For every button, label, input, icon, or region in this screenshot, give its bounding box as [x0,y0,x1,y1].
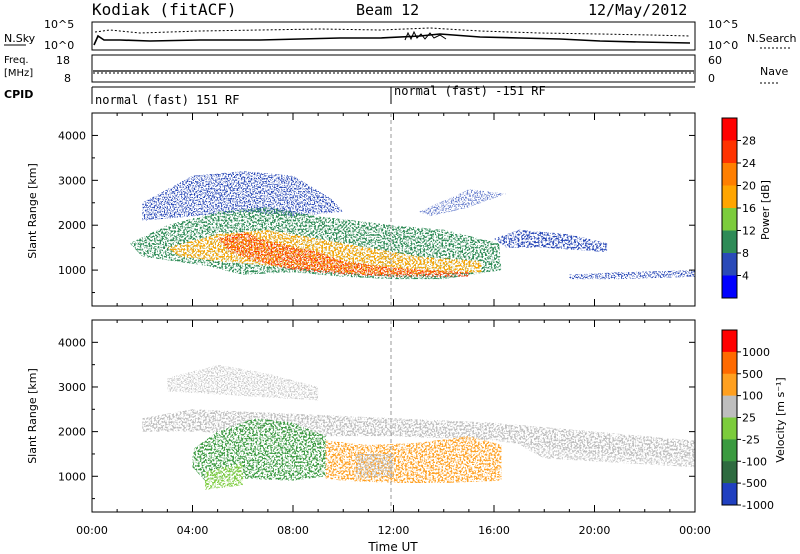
power-colorbar-label: Power [dB] [759,180,772,240]
colorbar-tick-label: 20 [742,180,756,193]
colorbar-tick-label: -100 [742,455,767,468]
colorbar-tick-label: 12 [742,225,756,238]
velocity-x-axis: 00:00 04:00 08:00 12:00 16:00 20:00 00:00 [76,320,711,537]
x-tick-label: 00:00 [679,524,711,537]
y-tick-label: 2000 [58,219,86,232]
colorbar-segment [722,461,737,484]
y-tick-label: 3000 [58,381,86,394]
echo-region [167,364,319,401]
echo-region [205,462,243,490]
nsearch-label: N.Search [747,32,797,45]
velocity-panel: 1000 2000 3000 4000 00:00 04:00 08:00 12:00 16:… [26,319,711,554]
velocity-colorbar: 1000 500 100 25 -25 -100 -500 -1000 [721,329,774,512]
x-tick-label: 08:00 [277,524,309,537]
cpid-strip: CPID normal (fast) 151 RF normal (fast) … [4,84,695,107]
y-tick-label: 3000 [58,174,86,187]
velocity-data [142,364,696,490]
nsky-tick-top: 10^5 [44,18,74,31]
colorbar-segment [722,483,737,506]
y-tick-label: 4000 [58,129,86,142]
colorbar-tick-label: 4 [742,270,749,283]
y-tick-label: 1000 [58,264,86,277]
colorbar-tick-label: 8 [742,247,749,260]
nsearch-tick-top: 10^5 [708,18,738,31]
colorbar-segment [722,330,737,353]
echo-region [325,436,502,483]
power-colorbar: 28 24 20 16 12 8 4 [721,117,756,299]
y-tick-label: 1000 [58,470,86,483]
nave-tick-bottom: 0 [708,72,715,85]
y-tick-label: 4000 [58,336,86,349]
velocity-y-axis: 1000 2000 3000 4000 [58,319,695,500]
cpid-label: CPID [4,88,33,101]
colorbar-segment [722,253,737,276]
echo-region [355,454,394,479]
power-y-label: Slant Range [km] [26,163,39,259]
freq-tick-bottom: 8 [64,72,71,85]
echo-region [418,189,507,217]
x-tick-label: 20:00 [579,524,611,537]
colorbar-segment [722,275,737,299]
echo-region [217,231,469,277]
colorbar-segment [722,373,737,397]
colorbar-segment [722,185,737,209]
echo-region [192,418,326,481]
x-tick-label: 04:00 [177,524,209,537]
colorbar-tick-label: 28 [742,135,756,148]
colorbar-segment [722,351,737,375]
colorbar-segment [722,230,737,254]
power-panel: 1000 2000 3000 4000 Slant Range [km] [26,112,696,307]
colorbar-segment [722,395,737,418]
power-data [129,171,695,280]
power-y-axis: 1000 2000 3000 4000 [58,112,695,294]
freq-strip: Freq. [MHz] 18 8 60 0 Nave [4,54,788,85]
colorbar-tick-label: 500 [742,368,763,381]
nsky-tick-bottom: 10^0 [44,39,74,52]
echo-region [142,171,344,221]
colorbar-tick-label: 24 [742,157,756,170]
colorbar-tick-label: 25 [742,412,756,425]
echo-region [519,440,695,468]
x-tick-label: 16:00 [478,524,510,537]
echo-region [494,229,608,253]
colorbar-segment [722,163,737,186]
echo-region [569,270,695,280]
cpid-segment-2: normal (fast) -151 RF [394,84,546,98]
cpid-segment-1: normal (fast) 151 RF [95,93,240,107]
freq-tick-top: 18 [56,54,70,67]
velocity-colorbar-label: Velocity [m s⁻¹] [774,377,787,462]
nave-tick-top: 60 [708,54,722,67]
x-tick-label: 12:00 [378,524,410,537]
x-tick-label: 00:00 [76,524,108,537]
nave-label: Nave [760,65,788,78]
colorbar-segment [722,208,737,231]
velocity-y-label: Slant Range [km] [26,368,39,464]
colorbar-segment [722,118,737,141]
colorbar-tick-label: -1000 [742,499,774,512]
y-tick-label: 2000 [58,426,86,439]
x-axis-label: Time UT [367,540,418,554]
nsky-strip: N.Sky 10^5 10^0 10^5 10^0 N.Search [4,18,797,52]
colorbar-segment [722,417,737,440]
colorbar-segment [722,140,737,164]
colorbar-tick-label: 16 [742,202,756,215]
freq-label-2: [MHz] [4,68,33,79]
beam-title: Beam 12 [356,1,420,19]
colorbar-tick-label: -25 [742,433,760,446]
station-title: Kodiak (fitACF) [92,0,237,19]
date-title: 12/May/2012 [588,1,688,19]
colorbar-segment [722,439,737,462]
nsearch-tick-bottom: 10^0 [708,39,738,52]
colorbar-tick-label: 1000 [742,346,770,359]
power-x-ticks [91,113,696,306]
colorbar-tick-label: 100 [742,390,763,403]
nsky-label: N.Sky [4,32,36,45]
colorbar-tick-label: -500 [742,477,767,490]
freq-label-1: Freq. [4,55,29,66]
